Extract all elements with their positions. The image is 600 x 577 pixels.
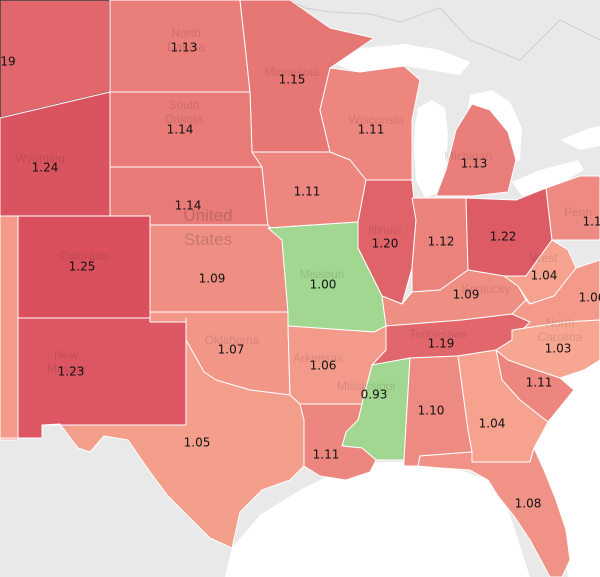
lake-superior <box>330 44 470 75</box>
state-louisiana[interactable] <box>299 403 377 481</box>
state-kansas[interactable] <box>149 224 289 313</box>
state-arizona[interactable] <box>0 437 19 441</box>
state-michigan[interactable] <box>435 103 517 197</box>
state-texas[interactable] <box>41 317 305 549</box>
state-south-dakota[interactable] <box>109 91 263 168</box>
state-north-dakota[interactable] <box>109 0 251 93</box>
lake-erie <box>512 160 584 196</box>
state-utah[interactable] <box>0 215 19 439</box>
lake-michigan <box>414 100 448 198</box>
state-colorado[interactable] <box>17 215 151 319</box>
state-pennsylvania[interactable] <box>545 175 600 241</box>
state-new-mexico[interactable] <box>17 317 187 439</box>
gulf-of-mexico <box>225 462 530 577</box>
state-iowa[interactable] <box>251 151 367 229</box>
lake-ontario <box>560 126 600 150</box>
coast-line <box>289 0 600 61</box>
state-florida[interactable] <box>417 447 571 577</box>
